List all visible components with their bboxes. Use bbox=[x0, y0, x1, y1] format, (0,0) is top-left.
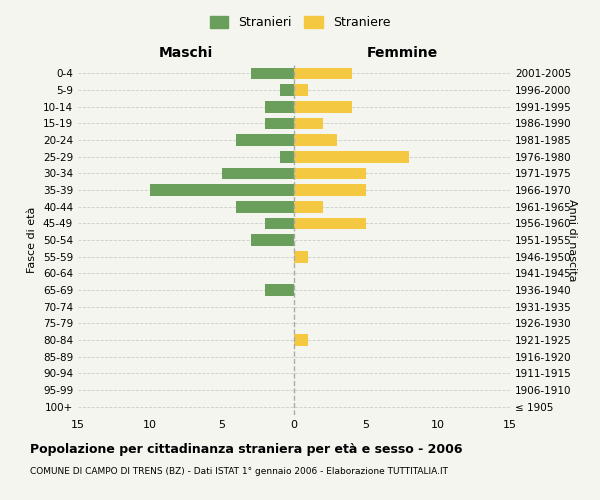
Bar bbox=[236, 201, 294, 212]
Text: Maschi: Maschi bbox=[159, 46, 213, 60]
Bar bbox=[265, 118, 294, 129]
Bar bbox=[236, 134, 294, 146]
Bar bbox=[294, 68, 352, 79]
Bar bbox=[251, 234, 294, 246]
Bar bbox=[265, 101, 294, 112]
Bar bbox=[222, 168, 294, 179]
Bar bbox=[294, 118, 323, 129]
Bar bbox=[280, 84, 294, 96]
Bar bbox=[265, 284, 294, 296]
Bar bbox=[294, 134, 337, 146]
Text: COMUNE DI CAMPO DI TRENS (BZ) - Dati ISTAT 1° gennaio 2006 - Elaborazione TUTTIT: COMUNE DI CAMPO DI TRENS (BZ) - Dati IST… bbox=[30, 468, 448, 476]
Bar bbox=[294, 168, 366, 179]
Y-axis label: Fasce di età: Fasce di età bbox=[28, 207, 37, 273]
Bar bbox=[294, 84, 308, 96]
Bar bbox=[294, 334, 308, 346]
Text: Femmine: Femmine bbox=[367, 46, 437, 60]
Bar bbox=[150, 184, 294, 196]
Bar bbox=[294, 184, 366, 196]
Bar bbox=[294, 101, 352, 112]
Bar bbox=[294, 218, 366, 229]
Bar bbox=[265, 218, 294, 229]
Bar bbox=[294, 151, 409, 162]
Legend: Stranieri, Straniere: Stranieri, Straniere bbox=[205, 11, 395, 34]
Bar bbox=[280, 151, 294, 162]
Y-axis label: Anni di nascita: Anni di nascita bbox=[567, 198, 577, 281]
Bar bbox=[294, 201, 323, 212]
Bar bbox=[294, 251, 308, 262]
Bar bbox=[251, 68, 294, 79]
Text: Popolazione per cittadinanza straniera per età e sesso - 2006: Popolazione per cittadinanza straniera p… bbox=[30, 442, 463, 456]
